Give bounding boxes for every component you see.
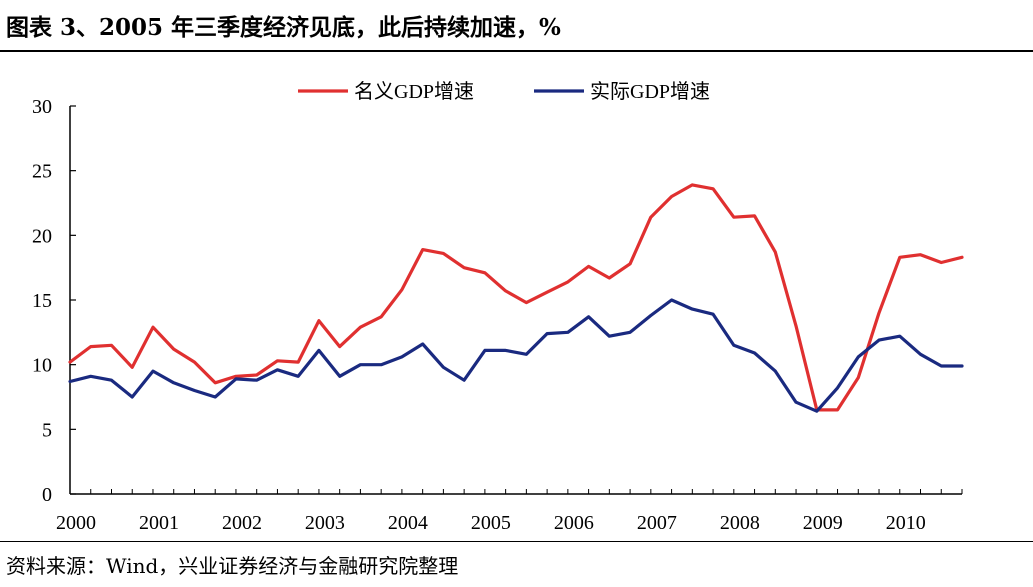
source-divider <box>0 541 1033 542</box>
series-line-real-gdp <box>68 298 964 413</box>
chart-legend: 名义GDP增速 实际GDP增速 <box>298 80 710 103</box>
y-tick-label: 30 <box>32 96 52 118</box>
chart-title: 图表 3、2005 年三季度经济见底，此后持续加速，% <box>6 14 561 41</box>
y-tick-label: 10 <box>32 355 52 377</box>
series-line-nominal-gdp <box>68 183 964 412</box>
y-tick-label: 5 <box>42 419 52 441</box>
y-tick-label: 0 <box>42 484 52 506</box>
source-note: 资料来源：Wind，兴业证券经济与金融研究院整理 <box>6 554 459 578</box>
x-tick-label: 2001 <box>139 512 179 534</box>
y-tick-label: 15 <box>32 290 52 312</box>
x-tick-label: 2007 <box>637 512 677 534</box>
x-tick-label: 2000 <box>56 512 96 534</box>
x-tick-label: 2008 <box>720 512 760 534</box>
x-tick-label: 2009 <box>803 512 843 534</box>
x-tick-label: 2006 <box>554 512 594 534</box>
gdp-growth-line-chart: 0 5 10 15 20 25 30 2000 2001 2002 2003 2004 2005 2006… <box>32 80 964 534</box>
y-tick-label: 25 <box>32 161 52 183</box>
chart-axes: 0 5 10 15 20 25 30 2000 2001 2002 2003 2004 2005 2006… <box>32 96 963 534</box>
y-tick-label: 20 <box>32 225 52 247</box>
legend-label-real: 实际GDP增速 <box>590 80 710 103</box>
x-tick-label: 2010 <box>886 512 926 534</box>
x-tick-label: 2004 <box>388 512 428 534</box>
x-tick-label: 2002 <box>222 512 262 534</box>
chart-series <box>68 183 964 413</box>
title-underline <box>0 50 1033 52</box>
x-tick-label: 2005 <box>471 512 511 534</box>
x-tick-label: 2003 <box>305 512 345 534</box>
legend-label-nominal: 名义GDP增速 <box>354 80 474 103</box>
